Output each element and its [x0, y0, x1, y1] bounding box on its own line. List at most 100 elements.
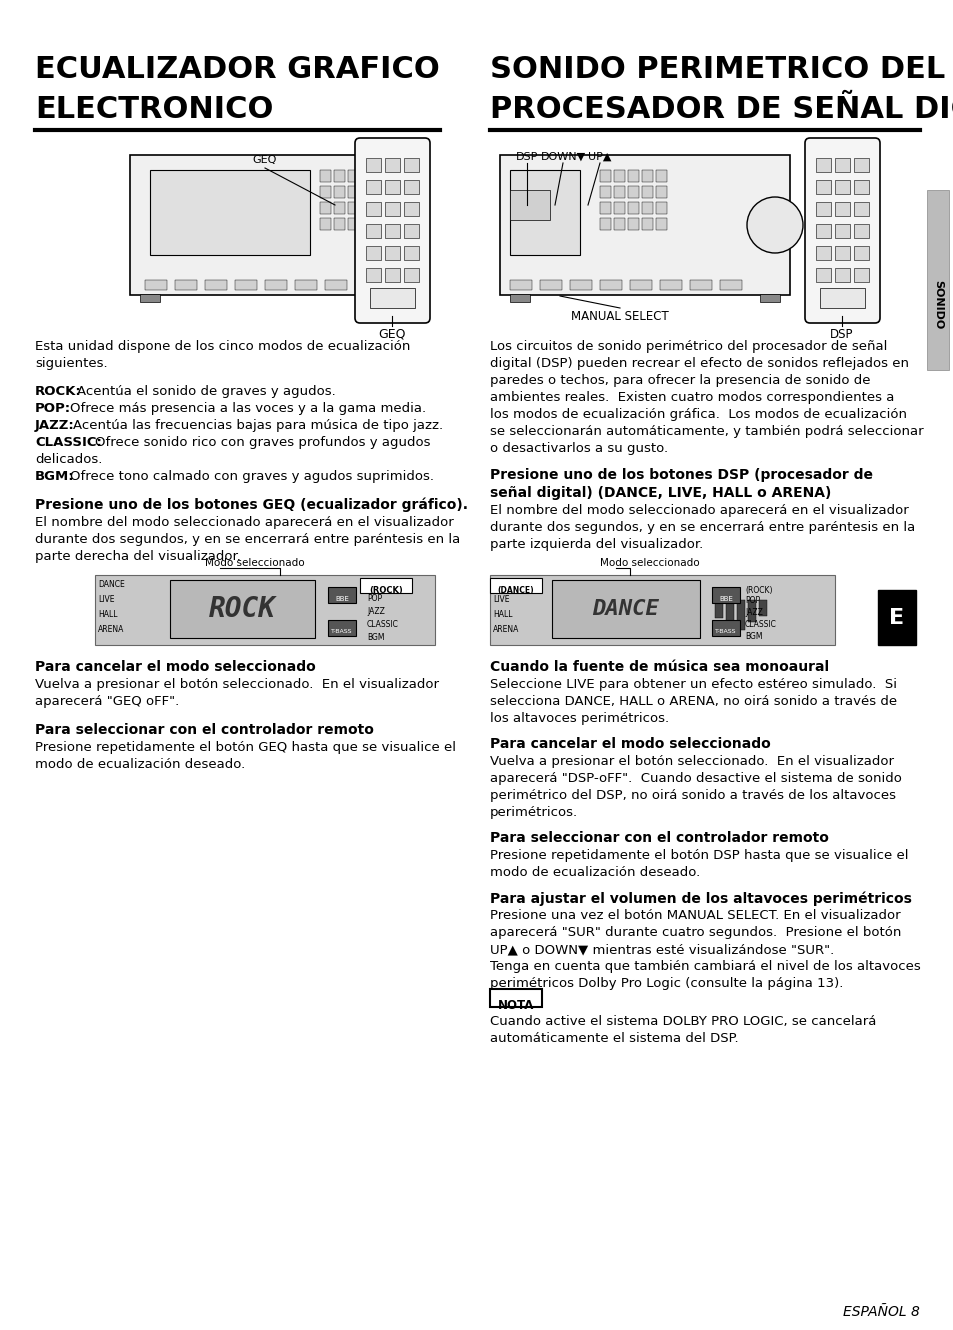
Text: Los circuitos de sonido perimétrico del procesador de señal: Los circuitos de sonido perimétrico del …	[490, 340, 886, 352]
Text: Vuelva a presionar el botón seleccionado.  En el visualizador: Vuelva a presionar el botón seleccionado…	[35, 678, 438, 692]
Bar	[747, 600, 755, 622]
Text: siguientes.: siguientes.	[35, 356, 108, 370]
Bar	[366, 202, 380, 215]
Text: Para seleccionar con el controlador remoto: Para seleccionar con el controlador remo…	[490, 831, 828, 845]
Bar	[385, 246, 399, 259]
Bar	[815, 269, 830, 282]
Text: Presione una vez el botón MANUAL SELECT. En el visualizador: Presione una vez el botón MANUAL SELECT.…	[490, 908, 900, 922]
Bar	[375, 218, 387, 230]
Bar	[366, 158, 380, 172]
Bar	[334, 170, 345, 182]
Text: POP:: POP:	[35, 402, 71, 415]
Bar	[319, 202, 331, 214]
Text: BBE: BBE	[719, 596, 732, 602]
Text: ECUALIZADOR GRAFICO: ECUALIZADOR GRAFICO	[35, 55, 439, 84]
Bar	[361, 170, 373, 182]
Bar	[403, 246, 418, 259]
Bar	[334, 186, 345, 198]
Circle shape	[746, 197, 802, 253]
Text: JAZZ:: JAZZ:	[35, 419, 74, 432]
Bar	[234, 281, 256, 290]
Text: T-BASS: T-BASS	[715, 629, 736, 634]
Bar	[834, 180, 849, 194]
Text: PROCESADOR DE SEÑAL DIGITAL: PROCESADOR DE SEÑAL DIGITAL	[490, 94, 953, 124]
Bar	[815, 180, 830, 194]
Bar	[366, 246, 380, 259]
Bar	[853, 269, 868, 282]
Text: los modos de ecualización gráfica.  Los modos de ecualización: los modos de ecualización gráfica. Los m…	[490, 408, 906, 422]
Bar	[348, 202, 358, 214]
Text: CLASSIC: CLASSIC	[367, 620, 398, 629]
Bar	[403, 180, 418, 194]
Text: Cuando active el sistema DOLBY PRO LOGIC, se cancelará: Cuando active el sistema DOLBY PRO LOGIC…	[490, 1015, 876, 1028]
Text: aparecerá "DSP-oFF".  Cuando desactive el sistema de sonido: aparecerá "DSP-oFF". Cuando desactive el…	[490, 771, 901, 785]
Bar	[361, 186, 373, 198]
Bar	[490, 579, 541, 593]
Text: DSP: DSP	[516, 152, 537, 162]
Bar	[659, 281, 681, 290]
Text: ROCK:: ROCK:	[35, 384, 82, 398]
Text: NOTA: NOTA	[497, 999, 534, 1012]
Text: Presione repetidamente el botón DSP hasta que se visualice el: Presione repetidamente el botón DSP hast…	[490, 849, 907, 862]
Bar	[325, 281, 347, 290]
Text: GEQ: GEQ	[377, 329, 405, 340]
Bar	[656, 186, 666, 198]
Bar	[539, 281, 561, 290]
Bar	[385, 202, 399, 215]
Bar	[348, 218, 358, 230]
Text: digital (DSP) pueden recrear el efecto de sonidos reflejados en: digital (DSP) pueden recrear el efecto d…	[490, 356, 908, 370]
Bar	[361, 202, 373, 214]
Text: Tenga en cuenta que también cambiará el nivel de los altavoces: Tenga en cuenta que también cambiará el …	[490, 960, 920, 974]
Text: T-BASS: T-BASS	[331, 629, 353, 634]
Text: durante dos segundos, y en se encerrará entre paréntesis en la: durante dos segundos, y en se encerrará …	[35, 533, 459, 547]
Text: Ofrece sonido rico con graves profundos y agudos: Ofrece sonido rico con graves profundos …	[95, 436, 430, 450]
Text: DANCE: DANCE	[98, 580, 125, 589]
Text: ELECTRONICO: ELECTRONICO	[35, 94, 274, 124]
Text: El nombre del modo seleccionado aparecerá en el visualizador: El nombre del modo seleccionado aparecer…	[490, 504, 908, 517]
Text: modo de ecualización deseado.: modo de ecualización deseado.	[490, 866, 700, 879]
Text: BGM: BGM	[367, 633, 384, 642]
Bar	[499, 156, 789, 295]
Text: BBE: BBE	[335, 596, 349, 602]
Text: ARENA: ARENA	[493, 625, 518, 634]
Bar	[145, 281, 167, 290]
Text: (DANCE): (DANCE)	[497, 587, 534, 595]
Text: durante dos segundos, y en se encerrará entre paréntesis en la: durante dos segundos, y en se encerrará …	[490, 521, 914, 535]
Text: Ofrece tono calmado con graves y agudos suprimidos.: Ofrece tono calmado con graves y agudos …	[70, 469, 434, 483]
Text: selecciona DANCE, HALL o ARENA, no oirá sonido a través de: selecciona DANCE, HALL o ARENA, no oirá …	[490, 696, 896, 708]
Bar	[328, 620, 355, 636]
Bar	[170, 580, 314, 638]
Text: Para seleccionar con el controlador remoto: Para seleccionar con el controlador remo…	[35, 724, 374, 737]
Bar	[627, 186, 639, 198]
Text: aparecerá "SUR" durante cuatro segundos.  Presione el botón: aparecerá "SUR" durante cuatro segundos.…	[490, 926, 901, 939]
Bar	[150, 170, 310, 255]
Bar	[926, 190, 948, 370]
Bar	[599, 218, 610, 230]
Bar	[403, 158, 418, 172]
Bar	[641, 170, 652, 182]
Text: Cuando la fuente de música sea monoaural: Cuando la fuente de música sea monoaural	[490, 660, 828, 674]
Bar	[490, 575, 834, 645]
Bar	[834, 246, 849, 259]
Text: Presione repetidamente el botón GEQ hasta que se visualice el: Presione repetidamente el botón GEQ hast…	[35, 741, 456, 754]
Bar	[815, 223, 830, 238]
Bar	[656, 170, 666, 182]
Bar	[130, 156, 419, 295]
Text: automáticamente el sistema del DSP.: automáticamente el sistema del DSP.	[490, 1032, 738, 1045]
Text: Modo seleccionado: Modo seleccionado	[599, 559, 699, 568]
Bar	[510, 294, 530, 302]
Bar	[319, 218, 331, 230]
Bar	[627, 170, 639, 182]
Bar	[510, 170, 579, 255]
Bar	[370, 289, 415, 309]
Bar	[359, 579, 412, 593]
Bar	[140, 294, 160, 302]
Text: perimétricos.: perimétricos.	[490, 806, 578, 819]
Bar	[385, 158, 399, 172]
Text: CLASSIC:: CLASSIC:	[35, 436, 102, 450]
Bar	[853, 202, 868, 215]
Bar	[599, 281, 621, 290]
Text: perimétrico del DSP, no oirá sonido a través de los altavoces: perimétrico del DSP, no oirá sonido a tr…	[490, 789, 895, 802]
FancyBboxPatch shape	[355, 138, 430, 323]
Bar	[689, 281, 711, 290]
